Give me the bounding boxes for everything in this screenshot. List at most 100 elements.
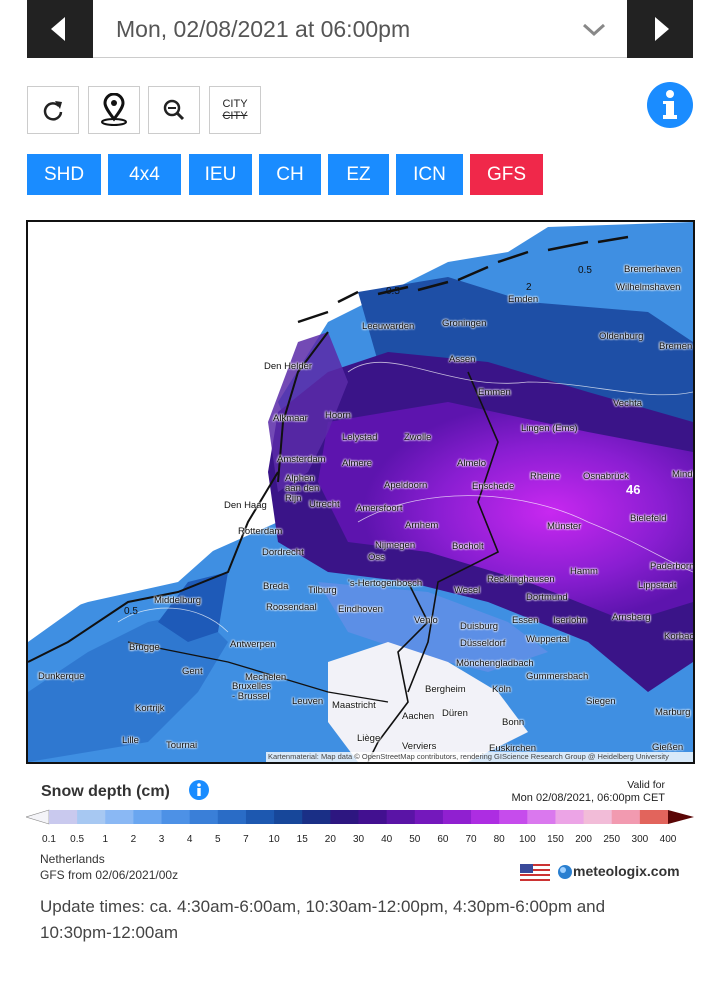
city-label: Breda [263,581,289,592]
colorbar-tick-label: 30 [352,834,365,845]
city-label: Nijmegen [375,540,416,551]
valid-label: Valid for [627,779,665,791]
colorbar-segment [217,810,247,824]
city-label: Liège [357,733,381,744]
model-button[interactable]: ICN [396,154,463,195]
valid-time: Mon 02/08/2021, 06:00pm CET [511,792,665,804]
next-button[interactable] [627,0,693,58]
city-label: Leeuwarden [362,321,415,332]
city-label: Hoorn [325,410,351,421]
model-button[interactable]: SHD [27,154,101,195]
date-text: Mon, 02/08/2021 at 06:00pm [116,16,411,42]
city-label: Verviers [402,741,437,752]
city-label: Recklinghausen [487,574,555,585]
city-label: Almelo [457,458,487,469]
city-label: Amsterdam [277,454,326,465]
colorbar-tick-label: 4 [186,834,193,845]
city-label: Mönchengladbach [456,658,534,669]
city-label: Essen [512,615,539,626]
city-label: Lingen (Ems) [521,423,578,434]
zoom-icon [163,99,185,121]
colorbar-tick-label: 2 [130,834,137,845]
colorbar-segment [471,810,500,824]
city-label: Den Haag [224,500,267,511]
legend-info-icon[interactable] [188,779,210,801]
prev-button[interactable] [27,0,93,58]
city-text: CITY [222,98,248,110]
city-label: Dunkerque [38,671,85,682]
city-label: Emmen [478,387,511,398]
model-button[interactable]: EZ [328,154,389,195]
city-label: Almere [342,458,373,469]
model-button[interactable]: CH [259,154,321,195]
city-label: Lelystad [342,432,378,443]
model-button[interactable]: IEU [189,154,252,195]
city-label: Lippstadt [638,580,677,591]
city-label: Zwolle [404,432,432,443]
city-label: Utrecht [309,499,340,510]
city-label: Bielefeld [630,513,667,524]
city-label: Köln [492,684,512,695]
colorbar-segment [330,810,359,824]
colorbar-tick-label: 3 [158,834,165,845]
city-label: Gummersbach [526,671,589,682]
colorbar-tick-label: 70 [465,834,477,845]
reload-button[interactable] [27,86,79,134]
city-label: Maastricht [332,700,376,711]
reload-icon [43,101,63,121]
colorbar-segment [583,810,613,824]
location-button[interactable] [88,86,140,134]
city-label: Den Helder [264,361,313,372]
city-label: Venlo [414,615,438,626]
city-button[interactable]: CITY CITY [209,86,261,134]
city-label: Bocholt [452,541,484,552]
contour-label: 0.5 [386,286,400,297]
flag-icon [520,864,550,881]
city-label: Gent [182,666,203,677]
colorbar-tick-label: 40 [381,834,393,845]
city-label: Wesel [454,585,481,596]
info-button[interactable] [646,81,694,129]
location-icon [101,93,127,126]
colorbar-segment [105,810,134,824]
colorbar-segment [133,810,163,824]
colorbar-segment [189,810,219,824]
city-label: Rheine [530,471,561,482]
model-button[interactable]: GFS [470,154,543,195]
colorbar-tick-label: 150 [547,834,564,845]
colorbar [26,809,694,825]
colorbar-tick-label: 400 [659,834,677,845]
city-label: Middelburg [154,595,201,606]
colorbar-segment [274,810,303,824]
colorbar-tick-label: 0.1 [42,834,56,845]
contour-label: 46 [626,482,641,497]
next-icon [655,17,669,41]
colorbar-tick-label: 0.5 [70,834,85,845]
colorbar-arrow [668,810,694,824]
city-label: Gießen [652,742,684,753]
contour-label: 0.5 [578,265,592,276]
zoom-out-button[interactable] [148,86,200,134]
city-label: Oldenburg [599,331,644,342]
city-label: Bremen [659,341,693,352]
city-label: Enschede [472,481,515,492]
city-label: Bruxelles - Brussel [232,681,272,702]
colorbar-segment [245,810,275,824]
date-select[interactable]: Mon, 02/08/2021 at 06:00pm [93,0,627,58]
city-label: Apeldoorn [384,480,428,491]
city-label: Dortmund [526,592,568,603]
city-label: Aachen [402,711,435,722]
colorbar-segment [161,810,191,824]
colorbar-segment [77,810,106,824]
colorbar-tick-label: 300 [631,834,649,845]
city-label: Arnhem [405,520,439,531]
city-label: Duisburg [460,621,499,632]
colorbar-tick-label: 20 [324,834,336,845]
colorbar-tick-label: 80 [493,834,505,845]
colorbar-segment [358,810,388,824]
model-button[interactable]: 4x4 [108,154,181,195]
city-label: Leuven [292,696,324,707]
colorbar-segment [49,810,78,824]
colorbar-segment [527,810,556,824]
city-off-text: CITY [222,110,248,122]
